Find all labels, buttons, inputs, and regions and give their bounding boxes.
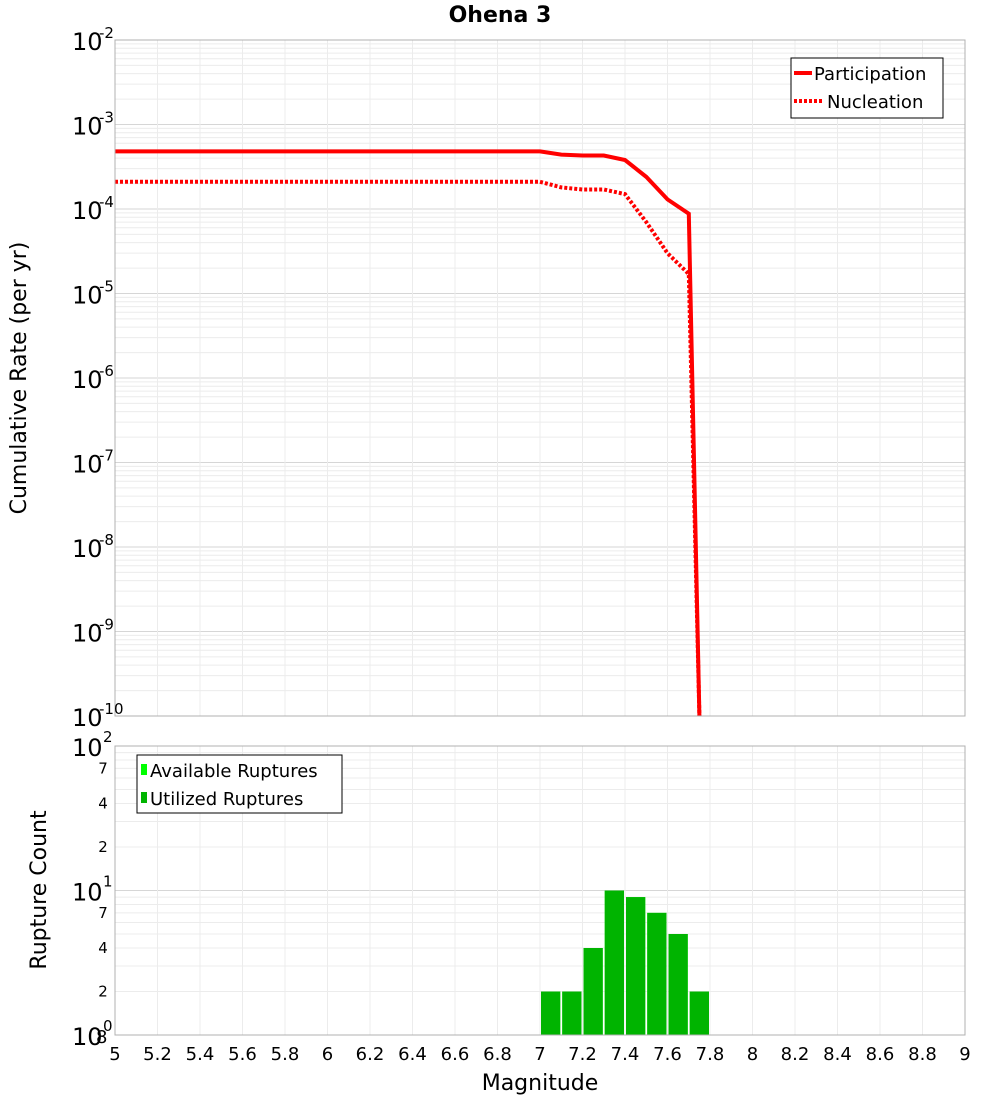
x-tick-label: 9 xyxy=(959,1044,970,1065)
y-tick-label: 10 xyxy=(72,197,103,225)
chart-title: Ohena 3 xyxy=(449,3,552,28)
y-tick-exponent: -6 xyxy=(99,362,114,380)
x-tick-label: 8.4 xyxy=(823,1044,852,1065)
y-tick-label: 10 xyxy=(72,1023,103,1051)
y-tick-label: 10 xyxy=(72,282,103,310)
bar-utilized-ruptures-7.6 xyxy=(668,933,688,1035)
y-tick-minor-label: 2 xyxy=(98,838,108,856)
x-tick-label: 7 xyxy=(534,1044,545,1065)
series-line-participation xyxy=(115,149,702,717)
x-tick-label: 7.8 xyxy=(696,1044,725,1065)
y-tick-minor-label: 2 xyxy=(98,983,108,1001)
x-tick-label: 5.2 xyxy=(143,1044,172,1065)
legend-available-label: Available Ruptures xyxy=(150,761,318,782)
y-tick-label: 10 xyxy=(72,879,103,907)
bottom-bars xyxy=(541,890,709,1035)
legend-utilized-label: Utilized Ruptures xyxy=(150,789,303,810)
bar-utilized-ruptures-7.5 xyxy=(647,912,667,1035)
y-tick-minor-label: 4 xyxy=(98,939,108,957)
x-tick-label: 7.4 xyxy=(611,1044,640,1065)
y-tick-minor-label: 7 xyxy=(98,759,108,777)
bar-utilized-ruptures-7.7 xyxy=(689,991,709,1035)
y-tick-exponent: -8 xyxy=(99,531,114,549)
series-line-nucleation xyxy=(115,179,702,717)
y-tick-label: 10 xyxy=(72,734,103,762)
bar-utilized-ruptures-7.4 xyxy=(626,897,646,1035)
top-y-ticks: 10-210-310-410-510-610-710-810-910-10 xyxy=(72,24,124,732)
x-tick-label: 8.8 xyxy=(908,1044,937,1065)
y-tick-exponent: 1 xyxy=(103,873,113,891)
y-tick-exponent: 0 xyxy=(103,1017,113,1035)
x-tick-label: 6.2 xyxy=(356,1044,385,1065)
x-ticks: 5 5.2 5.4 5.6 5.8 6 6.2 6.4 6.6 6.8 7 7.2 7.4 7.6 7.8 8… xyxy=(109,1044,970,1065)
y-tick-exponent: -7 xyxy=(99,447,114,465)
y-tick-exponent: -4 xyxy=(99,193,114,211)
top-legend-box xyxy=(790,57,944,119)
y-tick-minor-label: 7 xyxy=(98,904,108,922)
y-tick-label: 10 xyxy=(72,28,103,56)
x-axis-label: Magnitude xyxy=(482,1071,599,1096)
x-tick-label: 6 xyxy=(322,1044,333,1065)
bottom-legend: Available Ruptures Utilized Ruptures xyxy=(136,754,343,814)
bar-utilized-ruptures-7.1 xyxy=(562,991,582,1035)
y-tick-exponent: -3 xyxy=(99,109,114,127)
y-tick-label: 10 xyxy=(72,451,103,479)
x-tick-label: 6.8 xyxy=(483,1044,512,1065)
top-series-lines xyxy=(115,149,702,717)
bottom-y-axis-label: Rupture Count xyxy=(27,810,52,970)
bottom-legend-box xyxy=(136,754,343,814)
y-tick-exponent: -9 xyxy=(99,616,114,634)
top-plot-frame xyxy=(114,39,966,717)
y-tick-exponent: -5 xyxy=(99,278,114,296)
y-tick-label: 10 xyxy=(72,366,103,394)
x-tick-label: 5.6 xyxy=(228,1044,257,1065)
bar-utilized-ruptures-7.0 xyxy=(541,991,561,1035)
y-tick-minor-label: 4 xyxy=(98,795,108,813)
bottom-plot-frame xyxy=(114,745,966,1036)
x-tick-label: 7.6 xyxy=(653,1044,682,1065)
x-tick-label: 5.4 xyxy=(186,1044,215,1065)
legend-utilized-swatch xyxy=(141,792,147,803)
top-grid xyxy=(114,40,966,717)
legend-participation-label: Participation xyxy=(814,64,926,85)
bar-utilized-ruptures-7.2 xyxy=(583,948,603,1035)
y-tick-extra-label: 8 xyxy=(96,1027,107,1048)
x-tick-label: 8.2 xyxy=(781,1044,810,1065)
bar-utilized-ruptures-7.3 xyxy=(604,890,624,1035)
x-tick-label: 5 xyxy=(109,1044,120,1065)
top-legend: Participation Nucleation xyxy=(790,57,944,119)
y-tick-label: 10 xyxy=(72,535,103,563)
x-tick-label: 8 xyxy=(747,1044,758,1065)
y-tick-exponent: -2 xyxy=(99,24,114,42)
x-tick-label: 6.6 xyxy=(441,1044,470,1065)
y-tick-exponent: 2 xyxy=(103,728,113,746)
legend-nucleation-label: Nucleation xyxy=(827,92,923,113)
x-tick-label: 6.4 xyxy=(398,1044,427,1065)
legend-available-swatch xyxy=(141,764,147,775)
y-tick-label: 10 xyxy=(72,620,103,648)
x-tick-label: 7.2 xyxy=(568,1044,597,1065)
y-tick-label: 10 xyxy=(72,704,103,732)
y-tick-exponent: -10 xyxy=(99,700,124,718)
x-tick-label: 8.6 xyxy=(866,1044,895,1065)
x-tick-label: 5.8 xyxy=(271,1044,300,1065)
top-y-axis-label: Cumulative Rate (per yr) xyxy=(7,242,32,515)
y-tick-label: 10 xyxy=(72,113,103,141)
